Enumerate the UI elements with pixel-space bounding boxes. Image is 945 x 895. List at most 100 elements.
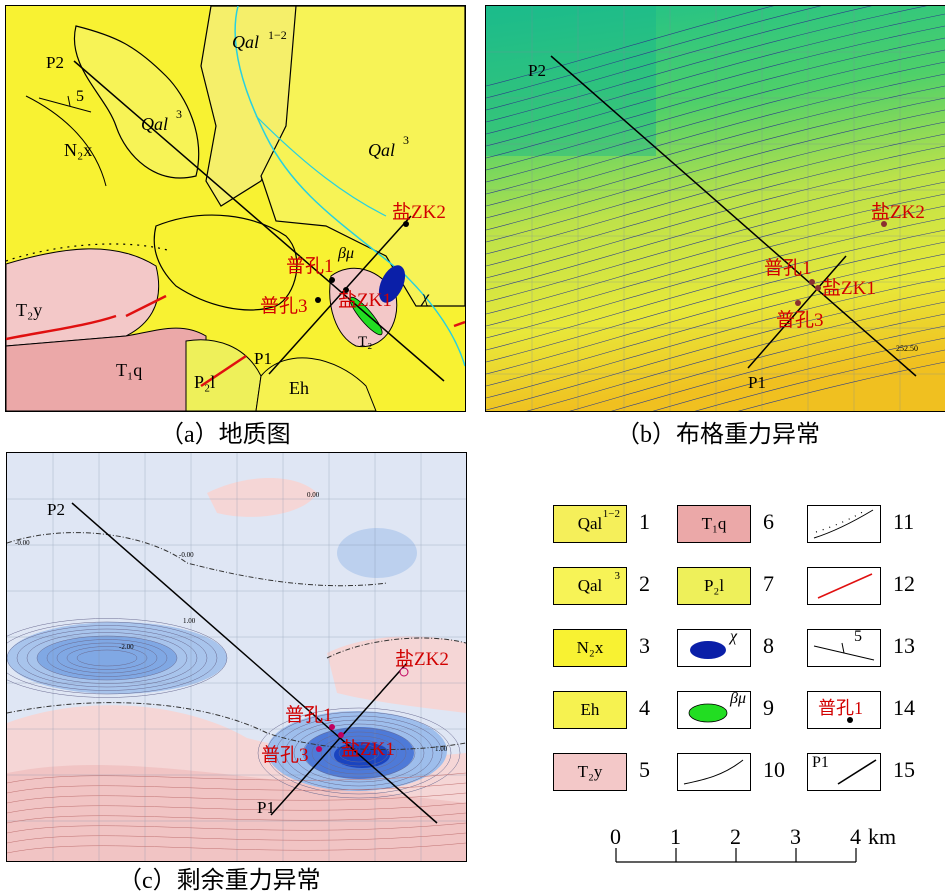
label-n2x: N₂x <box>64 140 92 160</box>
label-t2y: T₂y <box>16 300 42 320</box>
label-qal3-east: Qal <box>368 140 395 160</box>
bouguer-map: P2 P1 252.50 盐ZK2 普孔1 普孔3 盐ZK1 <box>486 6 945 411</box>
well-zk2-label-b: 盐ZK2 <box>871 201 925 223</box>
well-zk2-label-c: 盐ZK2 <box>395 648 449 670</box>
geology-map: Qal 1−2 Qal 3 Qal 3 N₂x T₂y T₁q P₂l Eh T… <box>6 6 465 411</box>
legend-symbol-9 <box>688 703 728 723</box>
profile-p1-line <box>268 215 412 375</box>
legend-text-9: βμ <box>730 690 746 707</box>
geology-map-panel: Qal 1−2 Qal 3 Qal 3 N₂x T₂y T₁q P₂l Eh T… <box>5 5 466 412</box>
label-qal3-west: Qal <box>141 114 168 134</box>
legend-symbol-8 <box>690 641 726 659</box>
label-t1q: T₁q <box>116 360 142 380</box>
well-pk1-label-b: 普孔1 <box>764 257 812 279</box>
contour-c6: -0.00 <box>179 551 194 559</box>
label-p2-c: P2 <box>47 500 65 519</box>
legend-swatch-4: Eh <box>553 691 627 729</box>
well-zk1-label-b: 盐ZK1 <box>822 277 876 299</box>
legend-num-15: 15 <box>893 757 915 782</box>
well-pk3-marker-c <box>316 746 322 752</box>
well-zk1-label-c: 盐ZK1 <box>341 738 395 760</box>
well-pk3-marker <box>315 297 321 303</box>
label-beta-mu: βμ <box>337 245 354 262</box>
residual-panel: P2 P1 -0.00 1.00 -2.00 0.00 1.00 -0.00 盐… <box>6 452 467 862</box>
scale-tick-4: 4 <box>850 824 861 849</box>
scale-tick-1: 1 <box>670 824 681 849</box>
well-pk1-marker-b <box>809 279 815 285</box>
well-zk1-marker-b <box>815 285 821 291</box>
legend-num-14: 14 <box>893 695 915 720</box>
legend-num-4: 4 <box>639 695 650 720</box>
legend: Qal 1−2 1 Qal 3 2 N₂x 3 Eh 4 T₂y 5 T₁q 6 P₂l 7 χ 8 βμ 9 10 11… <box>553 505 933 795</box>
contour-c2: 1.00 <box>183 617 196 625</box>
legend-symbol-14 <box>847 717 853 723</box>
caption-c: （c）剩余重力异常 <box>118 868 321 894</box>
profile-p2-line-b <box>550 55 917 377</box>
contour-c4: 0.00 <box>307 491 320 499</box>
scale-tick-0: 0 <box>610 824 621 849</box>
legend-text-4: Eh <box>580 700 600 719</box>
legend-num-6: 6 <box>763 509 774 534</box>
legend-text-2: Qal <box>577 576 603 595</box>
legend-symbol-12 <box>817 573 873 599</box>
legend-swatch-11 <box>807 505 881 543</box>
legend-num-5: 5 <box>639 757 650 782</box>
legend-text-8: χ <box>730 628 738 645</box>
legend-text-7: P₂l <box>703 576 725 595</box>
legend-sup-2: 3 <box>614 570 621 582</box>
scale-bar-graphic: 0 1 2 3 4 km <box>610 824 896 863</box>
legend-swatch-9: βμ <box>677 690 751 729</box>
legend-swatch-15: P1 <box>807 753 881 791</box>
well-zk1-label: 盐ZK1 <box>338 289 392 311</box>
profile-p1-line-c <box>270 662 408 816</box>
legend-num-11: 11 <box>893 509 915 534</box>
legend-swatch-13: 5 <box>807 628 881 667</box>
label-p1-c: P1 <box>257 798 275 817</box>
scale-unit: km <box>868 824 896 849</box>
well-zk2-marker <box>403 221 409 227</box>
scale-tick-3: 3 <box>790 824 801 849</box>
legend-symbol-11 <box>813 509 874 539</box>
contour-c5: 1.00 <box>435 745 448 753</box>
legend-text-13: 5 <box>854 628 862 645</box>
legend-num-3: 3 <box>639 633 650 658</box>
legend-swatch-12 <box>807 567 881 605</box>
legend-text-15: P1 <box>812 754 829 771</box>
legend-swatch-14: 普孔1 <box>807 691 881 729</box>
well-pk1-marker-c <box>329 724 335 730</box>
well-pk1-marker <box>329 277 335 283</box>
label-dip: 5 <box>76 88 84 105</box>
label-qal3-east-sup: 3 <box>403 133 409 147</box>
well-pk3-label-b: 普孔3 <box>776 309 824 331</box>
legend-symbol-15 <box>837 759 877 785</box>
label-p2: P2 <box>46 53 64 72</box>
legend-num-9: 9 <box>763 695 774 720</box>
legend-swatch-10 <box>677 753 751 791</box>
legend-num-7: 7 <box>763 571 774 596</box>
label-p1: P1 <box>254 349 272 368</box>
profile-p1-line-b <box>747 255 847 369</box>
well-zk2-marker-b <box>881 221 887 227</box>
well-zk1-marker <box>343 287 349 293</box>
caption-b: （b）布格重力异常 <box>616 422 820 448</box>
legend-text-6: T₁q <box>701 514 727 533</box>
caption-a: （a）地质图 <box>160 422 291 448</box>
well-pk3-marker-b <box>795 300 801 306</box>
residual-map: P2 P1 -0.00 1.00 -2.00 0.00 1.00 -0.00 盐… <box>7 453 466 861</box>
well-pk3-label-c: 普孔3 <box>261 744 309 766</box>
legend-symbol-10 <box>683 759 744 785</box>
profile-p2-line-c <box>71 502 438 824</box>
bouguer-panel: P2 P1 252.50 盐ZK2 普孔1 普孔3 盐ZK1 <box>485 5 945 412</box>
label-p2l: P₂l <box>194 372 215 392</box>
legend-swatch-7: P₂l <box>677 567 751 605</box>
legend-num-13: 13 <box>893 633 915 658</box>
label-qal12-sup: 1−2 <box>268 28 287 42</box>
legend-num-8: 8 <box>763 633 774 658</box>
legend-sup-1: 1−2 <box>602 508 620 520</box>
well-zk2-label: 盐ZK2 <box>392 201 446 223</box>
label-p2-b: P2 <box>528 61 546 80</box>
legend-text-5: T₂y <box>577 762 603 781</box>
legend-swatch-3: N₂x <box>553 629 627 667</box>
legend-symbol-13 <box>813 642 875 661</box>
legend-swatch-6: T₁q <box>677 505 751 543</box>
